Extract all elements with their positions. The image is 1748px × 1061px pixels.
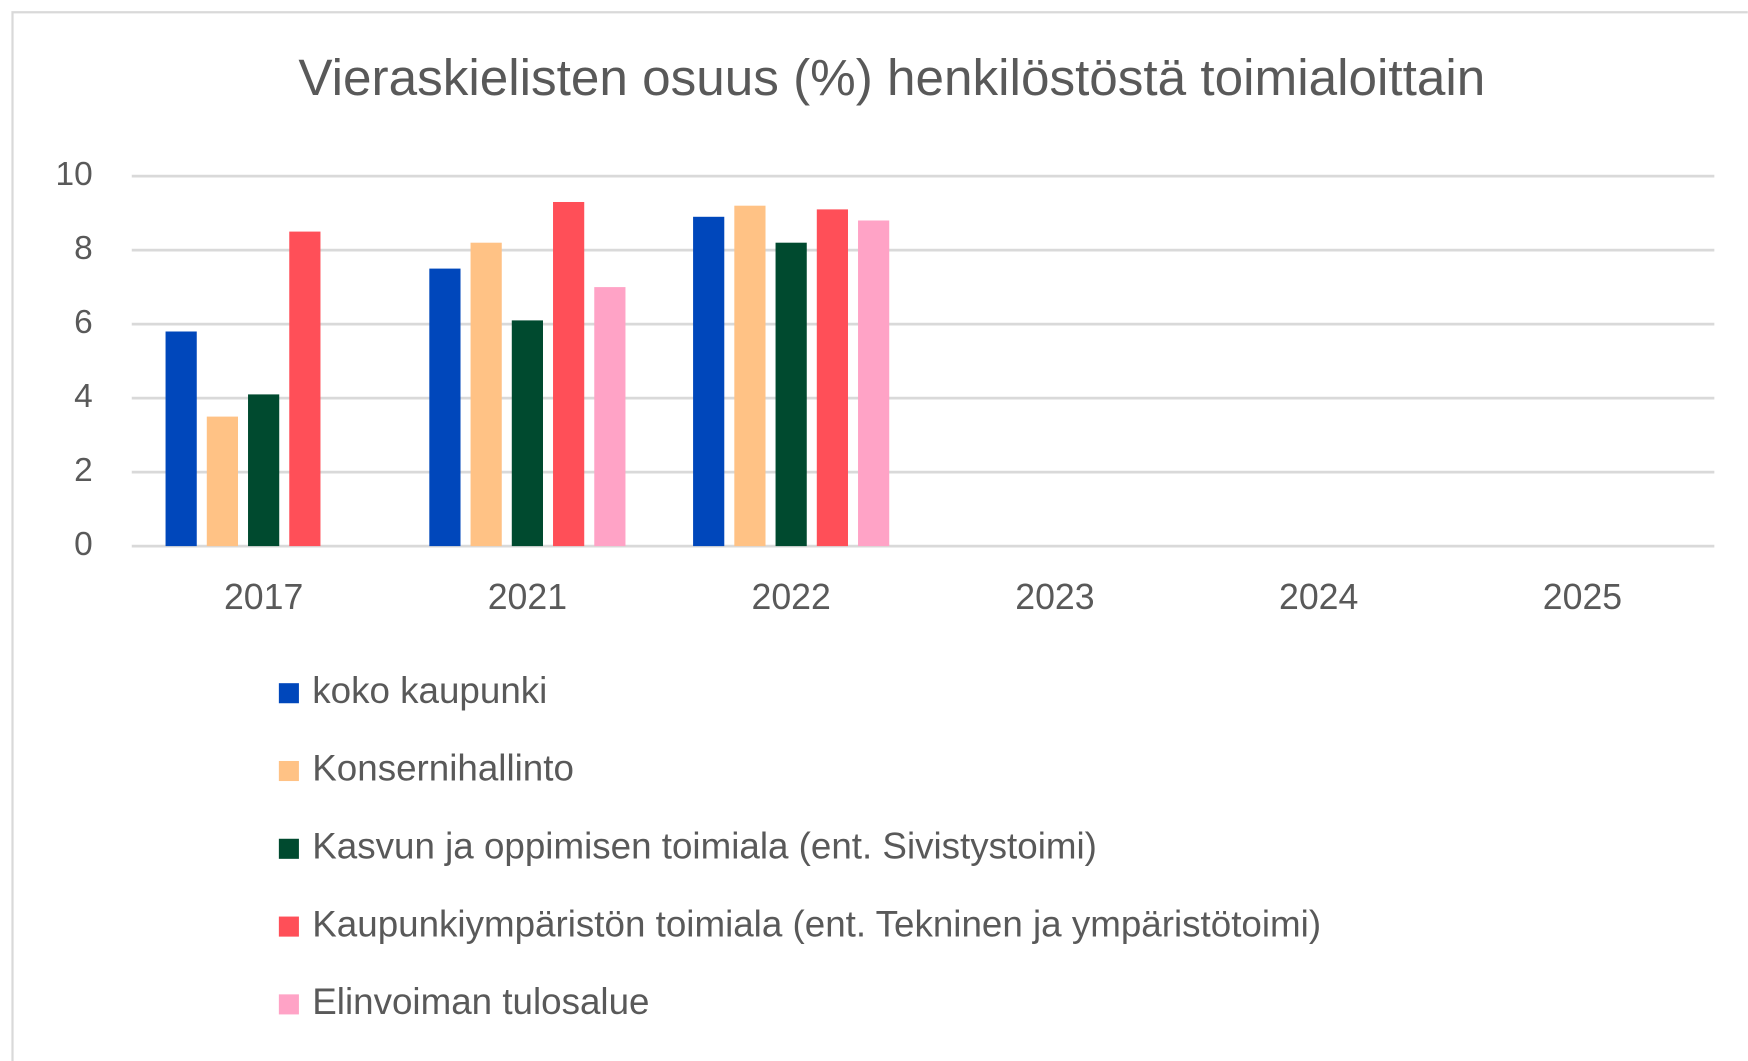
bar — [734, 205, 766, 547]
y-tick-label: 4 — [74, 378, 93, 415]
y-tick-label: 0 — [74, 526, 93, 563]
legend-swatch — [278, 683, 299, 704]
chart-title: Vieraskielisten osuus (%) henkilöstöstä … — [298, 49, 1485, 106]
legend-label: Konsernihallinto — [312, 748, 574, 789]
bar — [206, 416, 238, 547]
bar — [594, 287, 626, 547]
legend-label: Kasvun ja oppimisen toimiala (ent. Sivis… — [312, 826, 1097, 867]
y-tick-label: 2 — [74, 452, 93, 489]
bar — [165, 331, 197, 547]
bar — [553, 201, 585, 547]
x-tick-label: 2021 — [488, 577, 567, 617]
x-tick-label: 2025 — [1543, 577, 1622, 617]
legend-swatch — [278, 916, 299, 937]
bar — [470, 242, 502, 547]
bar — [429, 268, 461, 547]
bar — [693, 216, 725, 547]
legend-label: Elinvoiman tulosalue — [312, 981, 649, 1022]
y-tick-label: 8 — [74, 230, 93, 267]
bar — [511, 320, 543, 547]
bar — [816, 209, 848, 547]
legend-swatch — [278, 838, 299, 859]
chart-border — [11, 11, 1748, 1061]
bar — [248, 394, 280, 547]
x-tick-label: 2017 — [224, 577, 303, 617]
x-tick-label: 2024 — [1279, 577, 1358, 617]
y-tick-label: 6 — [74, 304, 93, 341]
x-tick-label: 2023 — [1015, 577, 1094, 617]
bar — [858, 220, 890, 547]
legend-swatch — [278, 760, 299, 782]
y-tick-label: 10 — [56, 156, 93, 193]
legend-label: koko kaupunki — [312, 670, 547, 711]
bar — [775, 242, 807, 547]
legend-label: Kaupunkiympäristön toimiala (ent. Teknin… — [312, 903, 1321, 944]
bar — [289, 231, 321, 547]
legend-swatch — [278, 994, 299, 1015]
x-tick-label: 2022 — [751, 577, 830, 617]
